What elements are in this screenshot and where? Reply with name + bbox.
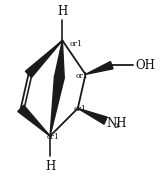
Text: 2: 2 <box>113 122 119 130</box>
Text: OH: OH <box>136 59 156 72</box>
Polygon shape <box>54 40 64 78</box>
Polygon shape <box>50 77 64 136</box>
Text: H: H <box>57 5 68 18</box>
Polygon shape <box>86 61 113 74</box>
Text: or1: or1 <box>76 72 88 80</box>
Text: or1: or1 <box>46 133 59 141</box>
Polygon shape <box>25 40 62 77</box>
Text: H: H <box>45 159 55 172</box>
Text: NH: NH <box>106 117 127 130</box>
Polygon shape <box>18 105 50 136</box>
Polygon shape <box>78 108 107 124</box>
Text: or1: or1 <box>69 40 82 48</box>
Text: or1: or1 <box>74 105 87 113</box>
